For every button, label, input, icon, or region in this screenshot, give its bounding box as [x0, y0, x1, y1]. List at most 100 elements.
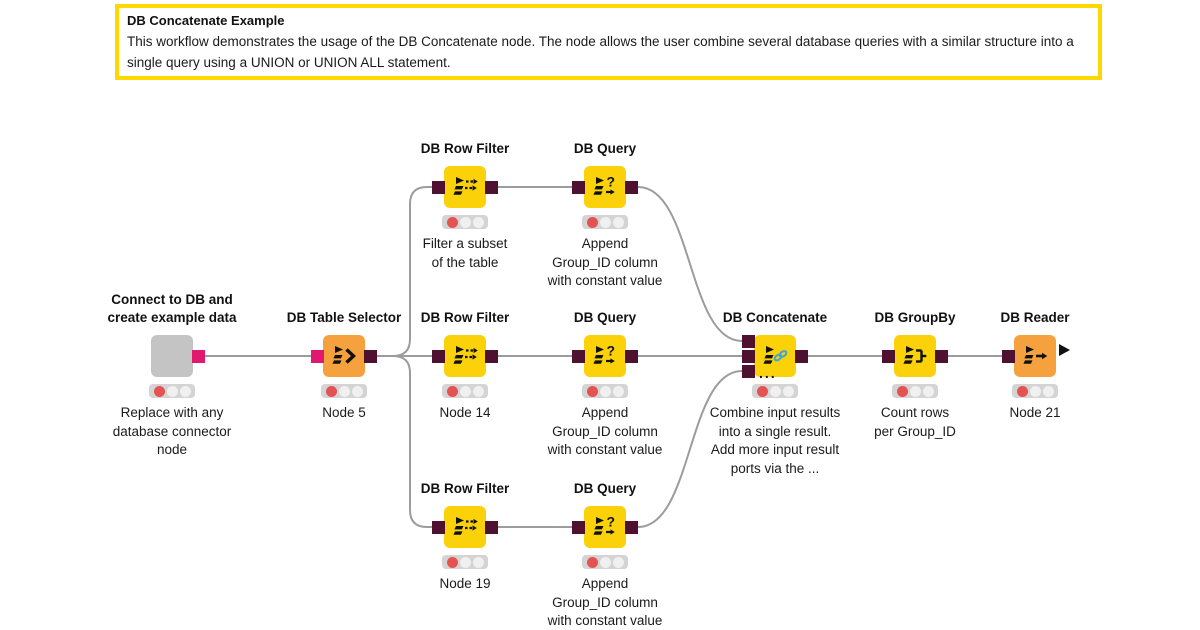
- traffic-light: [582, 555, 628, 569]
- traffic-yellow: [459, 385, 471, 397]
- node-body-reader[interactable]: [1002, 335, 1070, 377]
- input-port[interactable]: [742, 349, 755, 363]
- connection-query-bot-to-concatenate[interactable]: [637, 370, 743, 528]
- node-body-row-filter-top[interactable]: [432, 166, 498, 208]
- traffic-yellow: [769, 385, 781, 397]
- input-port[interactable]: [882, 349, 895, 363]
- node-label[interactable]: Append Group_ID column with constant value: [547, 405, 663, 457]
- traffic-red: [586, 385, 598, 397]
- node-title: DB Row Filter: [420, 481, 510, 496]
- node-body-row-filter-bot[interactable]: [432, 506, 498, 548]
- traffic-light: [1012, 384, 1058, 398]
- node-title: DB Reader: [1000, 310, 1070, 325]
- row-filter-icon: [453, 517, 478, 535]
- node-label[interactable]: Node 5: [322, 405, 366, 420]
- node-label[interactable]: Node 21: [1009, 405, 1061, 420]
- connection-query-top-to-concatenate[interactable]: [637, 186, 743, 342]
- node-body-query-mid[interactable]: ?: [572, 335, 638, 377]
- node-row-filter-bot[interactable]: DB Row Filter Node 19: [421, 481, 510, 591]
- output-port[interactable]: [625, 520, 638, 534]
- node-body-connector[interactable]: [151, 335, 205, 377]
- node-label[interactable]: Replace with any database connector node: [112, 405, 232, 457]
- traffic-light: [321, 384, 367, 398]
- output-port[interactable]: [485, 520, 498, 534]
- node-body-query-top[interactable]: ?: [572, 166, 638, 208]
- node-label[interactable]: Append Group_ID column with constant value: [547, 236, 663, 288]
- output-port[interactable]: [364, 349, 377, 363]
- node-row-filter-mid[interactable]: DB Row Filter Node 14: [421, 310, 510, 420]
- traffic-light: [582, 215, 628, 229]
- traffic-light: [442, 215, 488, 229]
- traffic-yellow: [166, 385, 178, 397]
- node-label[interactable]: Filter a subset of the table: [422, 236, 508, 270]
- node-title: DB Row Filter: [420, 310, 510, 325]
- node-table-selector[interactable]: DB Table Selector Node 5: [287, 310, 402, 420]
- node-body-table-selector[interactable]: [311, 335, 377, 377]
- connection-table-selector-to-row-filter-bot[interactable]: [377, 355, 432, 528]
- traffic-yellow: [599, 556, 611, 568]
- node-body-concatenate[interactable]: ...: [742, 334, 808, 380]
- node-body-row-filter-mid[interactable]: [432, 335, 498, 377]
- traffic-red: [756, 385, 768, 397]
- input-port[interactable]: [311, 349, 324, 363]
- output-port[interactable]: [485, 349, 498, 363]
- node-label[interactable]: Count rows per Group_ID: [874, 405, 956, 439]
- query-icon: ?: [593, 174, 615, 195]
- table-selector-icon: [332, 346, 356, 364]
- node-label[interactable]: Combine input results into a single resul…: [709, 405, 841, 476]
- output-port[interactable]: [485, 180, 498, 194]
- traffic-red: [896, 385, 908, 397]
- node-label[interactable]: Node 19: [439, 576, 491, 591]
- traffic-red: [446, 556, 458, 568]
- input-port[interactable]: [742, 364, 755, 378]
- node-body-groupby[interactable]: [882, 335, 948, 377]
- output-port[interactable]: [192, 349, 205, 363]
- traffic-light: [892, 384, 938, 398]
- node-query-top[interactable]: DB Query? Append Group_ID column with const…: [548, 141, 663, 288]
- input-port[interactable]: [1002, 349, 1015, 363]
- input-port[interactable]: [572, 520, 585, 534]
- output-port[interactable]: [935, 349, 948, 363]
- input-port[interactable]: [432, 180, 445, 194]
- workflow-annotation[interactable]: DB Concatenate Example This workflow dem…: [115, 4, 1102, 80]
- traffic-yellow: [459, 216, 471, 228]
- node-body-query-bot[interactable]: ?: [572, 506, 638, 548]
- traffic-green: [782, 385, 794, 397]
- node-concatenate[interactable]: DB Concatenate... Combine input results in…: [710, 310, 841, 476]
- node-title: DB Concatenate: [722, 310, 828, 325]
- node-label[interactable]: Append Group_ID column with constant value: [547, 576, 663, 628]
- node-row-filter-top[interactable]: DB Row Filter Filter a subset of the table: [421, 141, 510, 270]
- input-port[interactable]: [572, 349, 585, 363]
- traffic-light: [442, 555, 488, 569]
- row-filter-icon: [453, 177, 478, 195]
- traffic-green: [1042, 385, 1054, 397]
- node-query-bot[interactable]: DB Query? Append Group_ID column with const…: [548, 481, 663, 628]
- traffic-light: [442, 384, 488, 398]
- node-query-mid[interactable]: DB Query? Append Group_ID column with const…: [548, 310, 663, 457]
- node-title: DB GroupBy: [874, 310, 956, 325]
- output-port[interactable]: [795, 349, 808, 363]
- reader-icon: [1023, 346, 1048, 364]
- input-port[interactable]: [572, 180, 585, 194]
- traffic-yellow: [459, 556, 471, 568]
- output-port[interactable]: [625, 349, 638, 363]
- annotation-title: DB Concatenate Example: [127, 13, 285, 28]
- input-port[interactable]: [432, 520, 445, 534]
- traffic-green: [472, 385, 484, 397]
- node-groupby[interactable]: DB GroupBy Count rows per Group_ID: [874, 310, 956, 439]
- node-connector[interactable]: Connect to DB and create example data Repl…: [107, 292, 236, 457]
- traffic-yellow: [909, 385, 921, 397]
- traffic-green: [922, 385, 934, 397]
- node-title: DB Query: [573, 481, 637, 496]
- node-label[interactable]: Node 14: [439, 405, 491, 420]
- output-port[interactable]: [625, 180, 638, 194]
- input-port[interactable]: [432, 349, 445, 363]
- input-port[interactable]: [742, 334, 755, 348]
- annotation-body: This workflow demonstrates the usage of …: [127, 34, 1074, 70]
- traffic-green: [612, 556, 624, 568]
- traffic-yellow: [599, 385, 611, 397]
- output-port-table[interactable]: [1059, 344, 1070, 356]
- traffic-green: [612, 216, 624, 228]
- node-reader[interactable]: DB Reader Node 21: [1000, 310, 1070, 420]
